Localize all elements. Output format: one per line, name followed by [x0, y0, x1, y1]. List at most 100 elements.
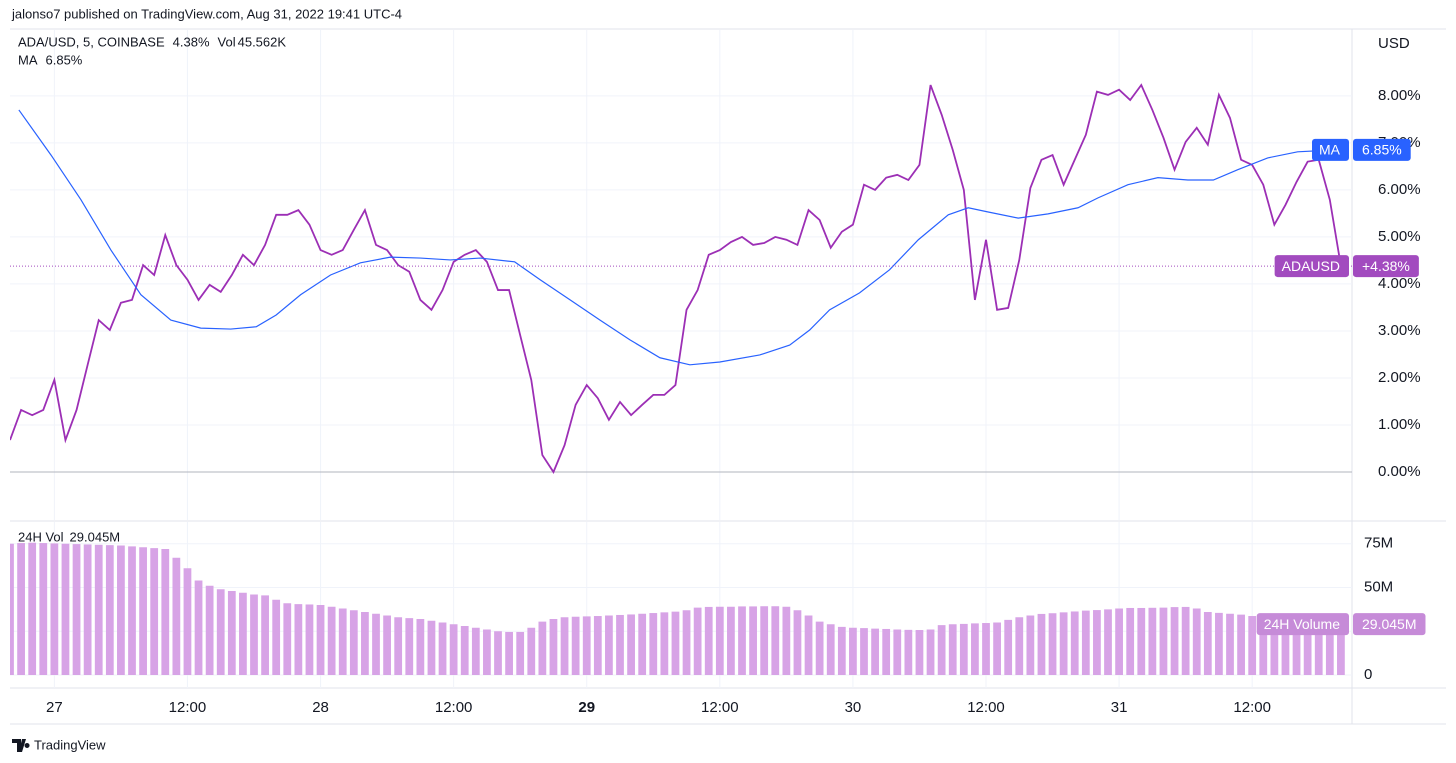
volume-bar [1115, 608, 1123, 675]
x-tick-label: 30 [845, 699, 862, 716]
volume-bar [1026, 615, 1035, 675]
volume-bar [915, 630, 924, 675]
volume-bar [1059, 612, 1068, 675]
volume-bar [1081, 610, 1090, 675]
volume-bar [926, 629, 935, 675]
x-tick-label: 29 [578, 699, 595, 716]
legend-text: MA [18, 52, 38, 67]
volume-bar [449, 624, 458, 675]
volume-bar [105, 545, 114, 675]
volume-bar [183, 568, 192, 675]
volume-bar [39, 543, 48, 675]
tag-box [1353, 138, 1411, 161]
volume-bar [693, 607, 702, 675]
y-tick-label: 3.00% [1378, 322, 1421, 339]
volume-bar [1126, 607, 1135, 675]
volume-bar [438, 622, 447, 675]
volume-bar [427, 620, 436, 675]
volume-bar [1093, 610, 1101, 675]
volume-bar [1137, 607, 1146, 675]
y-tick-label: 2.00% [1378, 369, 1421, 386]
volume-bar [1181, 606, 1190, 675]
volume-pane [10, 542, 1345, 675]
tag-name: ADAUSD [1282, 258, 1340, 274]
volume-bar [882, 628, 891, 675]
volume-bar [117, 545, 125, 675]
y-tick-label: 6.00% [1378, 181, 1421, 198]
x-tick-label: 12:00 [1233, 699, 1271, 716]
volume-bar [560, 617, 569, 675]
volume-bar [1048, 613, 1057, 675]
tag-value: +4.38% [1362, 258, 1410, 274]
volume-bar [172, 557, 181, 675]
volume-bar [239, 592, 247, 675]
volume-bar [982, 623, 990, 675]
volume-bar [971, 623, 979, 675]
volume-bar [50, 543, 59, 675]
volume-bar [904, 629, 913, 675]
volume-bar [948, 624, 957, 675]
volume-bar [1303, 621, 1312, 675]
volume-bar [194, 580, 203, 675]
volume-bar [682, 610, 691, 675]
x-tick-label: 28 [312, 699, 329, 716]
volume-bar [128, 546, 136, 675]
volume-bar [671, 611, 680, 675]
volume-bar [1215, 612, 1223, 675]
volume-bar [638, 613, 647, 675]
legend-text: 6.85% [46, 52, 83, 67]
volume-bar [349, 610, 358, 675]
volume-bar [1270, 618, 1279, 675]
tag-box [1312, 138, 1349, 161]
volume-bar [94, 544, 103, 675]
ma-line [18, 109, 1336, 366]
volume-bar [405, 618, 414, 675]
volume-bar [61, 543, 70, 675]
volume-bar [250, 594, 258, 675]
volume-bar [150, 548, 159, 675]
y-axis-label: USD [1378, 35, 1410, 52]
volume-bar [483, 629, 491, 675]
volume-bar [959, 623, 968, 675]
x-tick-label: 31 [1111, 699, 1128, 716]
tag-box [1256, 613, 1349, 636]
volume-bar [1281, 618, 1290, 675]
volume-bar [937, 625, 946, 675]
price-line [10, 83, 1342, 474]
volume-bar [1159, 607, 1168, 675]
volume-bar [1325, 623, 1334, 675]
volume-bar [10, 543, 14, 675]
volume-bar [1004, 619, 1013, 675]
y-tick-label: 4.00% [1378, 275, 1421, 292]
volume-bar [227, 591, 236, 675]
volume-bar [205, 585, 214, 675]
volume-bar [316, 605, 325, 675]
volume-bar [416, 618, 425, 675]
legend-text: 4.38% [173, 34, 210, 49]
volume-bar [582, 616, 591, 675]
volume-bar [704, 606, 713, 675]
volume-bar [893, 629, 902, 675]
volume-bar [993, 622, 1001, 675]
volume-bar [1237, 614, 1245, 675]
volume-bar [361, 611, 369, 675]
volume-bar [1192, 608, 1201, 675]
volume-bar [505, 631, 513, 675]
y-tick-label: 0 [1364, 666, 1372, 683]
legend-text: 45.562K [238, 34, 287, 49]
volume-bar [849, 627, 857, 675]
volume-bar [394, 617, 403, 675]
volume-bar [1070, 611, 1079, 675]
volume-bar [715, 606, 724, 675]
volume-bar [1259, 617, 1268, 675]
volume-bar [1248, 616, 1257, 675]
legend-text: Vol [218, 34, 236, 49]
tag-box [1353, 613, 1426, 636]
volume-bar [338, 608, 347, 675]
volume-bar [261, 595, 269, 675]
volume-bar [837, 626, 846, 675]
x-tick-label: 27 [46, 699, 63, 716]
volume-bar [549, 618, 558, 675]
volume-bar [593, 616, 602, 675]
